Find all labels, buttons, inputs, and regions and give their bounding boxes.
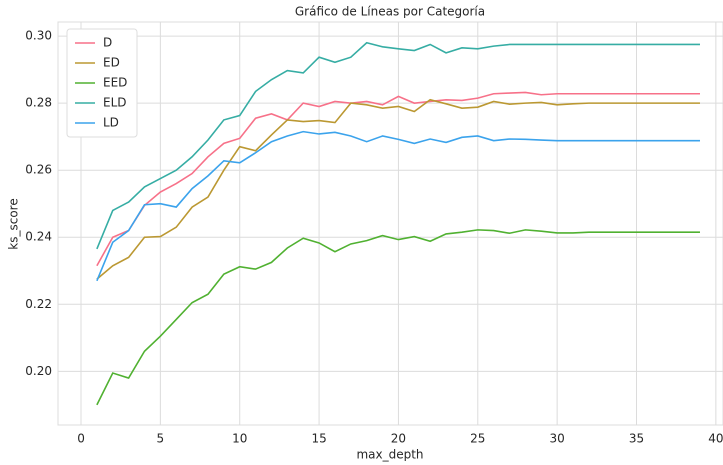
x-tick-label: 15 [311,432,326,446]
series-line [96,130,700,282]
x-tick-label: 30 [550,432,565,446]
x-tick-label: 5 [157,432,165,446]
x-tick-label: 40 [708,432,723,446]
y-axis-label: ks_score [7,198,21,249]
legend-label: EED [103,76,127,90]
x-tick-label: 20 [391,432,406,446]
legend-label: LD [103,116,119,130]
series-line [96,229,700,406]
legend-label: ED [103,56,120,70]
series-line [96,98,700,280]
legend: D ED EED ELD LD [66,28,138,138]
legend-label: ELD [103,96,127,110]
series-line [96,91,700,267]
x-axis-label: max_depth [356,448,423,462]
x-tick-label: 35 [629,432,644,446]
y-tick-label: 0.30 [25,29,52,43]
x-tick-label: 0 [77,432,85,446]
y-tick-label: 0.22 [25,297,52,311]
y-tick-label: 0.20 [25,364,52,378]
y-tick-label: 0.26 [25,163,52,177]
legend-label: D [103,36,112,50]
chart-title: Gráfico de Líneas por Categoría [295,5,485,19]
x-tick-label: 25 [470,432,485,446]
y-tick-label: 0.24 [25,230,52,244]
plot-area [57,21,723,426]
legend-box [66,28,138,138]
series-line [96,41,700,250]
y-tick-label: 0.28 [25,96,52,110]
x-tick-label: 10 [232,432,247,446]
